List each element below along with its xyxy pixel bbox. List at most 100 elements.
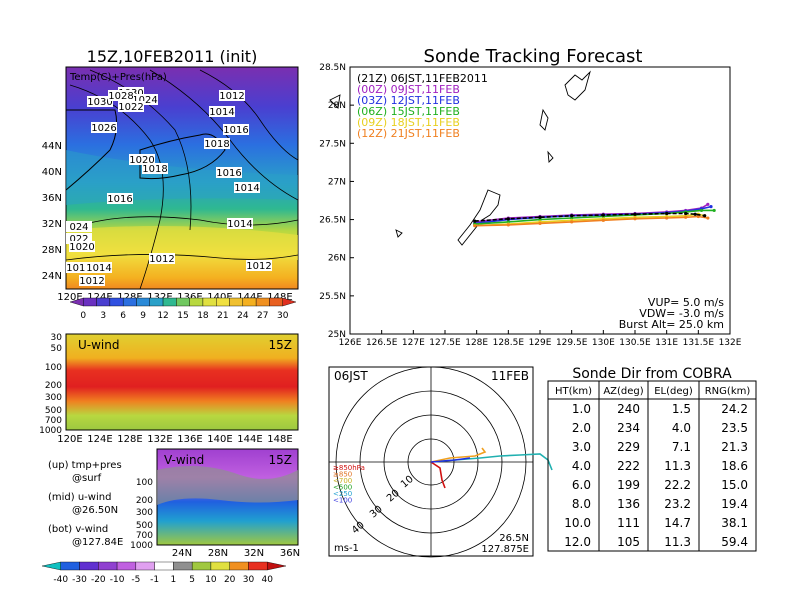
temp-cbar-swatch [96, 297, 111, 307]
wind-cbar-label: 10 [205, 575, 217, 585]
isobar-label-box [132, 94, 158, 105]
track-legend-entry: (09Z) 18JST,11FEB [357, 116, 460, 129]
uwind-pres-tick: 500 [45, 406, 62, 416]
track-point [538, 221, 542, 225]
uwind-lon-tick: 124E [87, 434, 112, 445]
table-header-cell: AZ(deg) [603, 386, 643, 397]
isobar-label: 1018 [204, 139, 229, 150]
vwind-pres-tick: 100 [136, 478, 153, 488]
vwind-pres-tick: 700 [136, 531, 153, 541]
temp-cbar-swatch [229, 297, 244, 307]
track-point [684, 215, 688, 219]
track-lat-tick: 28.5N [319, 63, 346, 73]
track-point [665, 216, 669, 220]
temp-cbar-label: 3 [100, 311, 106, 321]
temp-cbar-label: 9 [140, 311, 146, 321]
temp-cbar-swatch [282, 297, 297, 307]
temp-cbar-swatch [255, 297, 270, 307]
isobar-label-box [223, 124, 249, 135]
table-cell: 8.0 [572, 497, 591, 511]
table-cell: 23.2 [664, 497, 691, 511]
track-vdw: VDW= -3.0 m/s [639, 307, 724, 320]
table-cell: 38.1 [721, 516, 748, 530]
temp-cbar-swatch [202, 297, 217, 307]
vwind-gray-region [157, 466, 298, 505]
temp-cbar-swatch [189, 297, 204, 307]
table-cell: 105 [617, 535, 640, 549]
wind-cbar-swatch [41, 561, 61, 571]
track-legend: (00Z) 09JST,11FEB(03Z) 12JST,11FEB(06Z) … [357, 83, 460, 140]
isobar-label: 1014 [86, 263, 111, 274]
temp-cbar-swatch [242, 297, 257, 307]
track-lat-tick: 25.5N [319, 292, 346, 302]
direction-table: HT(km) AZ(deg) EL(deg) RNG(km) 1.0 240 1.5 24.2… [547, 380, 757, 552]
track-plot-area [349, 66, 731, 335]
isobar-label: 1020 [69, 242, 94, 253]
table-cell: 12.0 [564, 535, 591, 549]
isobar-label: 1022 [118, 102, 143, 113]
track-legend-entry: (03Z) 12JST,11FEB [357, 94, 460, 107]
wind-cbar-swatch [173, 561, 193, 571]
polar-right-label: 11FEB [491, 369, 529, 383]
uwind-pres-tick: 200 [45, 381, 62, 391]
table-cell: 18.6 [721, 459, 748, 473]
isobar-label-box [108, 90, 134, 101]
isobar-label: 1012 [246, 261, 271, 272]
map-lat-tick: 44N [42, 141, 62, 152]
table-cell: 24.2 [721, 402, 748, 416]
track-point [538, 215, 542, 219]
legend-up: (up) tmp+pres [48, 460, 122, 471]
table-cell: 22.2 [664, 478, 691, 492]
isobar-label-box [204, 138, 230, 149]
track-title: Sonde Tracking Forecast [424, 46, 643, 67]
vwind-pres-tick: 1000 [130, 541, 153, 551]
map-lon-tick: 140E [207, 292, 232, 303]
vwind-pres-tick: 500 [136, 521, 153, 531]
map-lat-ticks: 24N 28N 32N 36N 40N 44N [42, 141, 62, 282]
track-point [699, 208, 704, 213]
track-point [633, 212, 637, 216]
track-series-line [474, 213, 705, 227]
track-burst: Burst Alt= 25.0 km [619, 318, 724, 331]
track-legend-entry: (12Z) 21JST,11FEB [357, 127, 460, 140]
map-lon-tick: 128E [117, 292, 142, 303]
uwind-pres-tick: 30 [51, 333, 63, 343]
isobar-label-box [66, 262, 92, 273]
table-cell: 11.3 [664, 459, 691, 473]
isobar-label-box [87, 96, 113, 107]
isobar-label-box [209, 106, 235, 117]
table-border [547, 380, 757, 552]
table-cell: 4.0 [672, 421, 691, 435]
isobar-label: 1016 [107, 194, 132, 205]
vwind-pres-tick: 200 [136, 496, 153, 506]
track-lon-tick: 127E [402, 338, 425, 348]
table-cell: 1.0 [572, 402, 591, 416]
track-point [601, 213, 605, 217]
table-cell: 10.0 [564, 516, 591, 530]
isobar-label-box [86, 262, 112, 273]
polar-left-label: 06JST [334, 369, 368, 383]
table-header-cell: EL(deg) [654, 386, 693, 397]
track-point [696, 214, 700, 219]
track-lon-ticks: 126E 126.5E 127E 127.5E 128E 128.5E 129E 129.5E… [339, 330, 742, 348]
polar-level-label: ≥850hPa [333, 464, 365, 472]
panel-legend: (up) tmp+pres @surf (mid) u-wind @26.50N… [48, 460, 123, 548]
coastline-china [65, 109, 118, 191]
table-cell: 15.0 [721, 478, 748, 492]
table-cell: 7.1 [672, 440, 691, 454]
isobar-label-box [91, 122, 117, 133]
temp-cbar-swatch [83, 297, 97, 307]
uwind-lon-tick: 136E [177, 434, 202, 445]
temp-cbar-label: 21 [217, 311, 228, 321]
track-lat-tick: 27N [328, 177, 346, 187]
isobar-label-box [118, 101, 144, 112]
table-cell: 21.3 [721, 440, 748, 454]
isobar-label-group: 1030103010241012102810221014102610161018… [66, 87, 272, 287]
wind-cbar-label: 1 [171, 575, 177, 585]
track-lon-tick: 131E [655, 338, 678, 348]
track-point [506, 217, 510, 221]
vwind-lat-tick: 32N [244, 548, 264, 559]
track-point [601, 218, 605, 222]
uwind-pres-tick: 1000 [39, 426, 62, 436]
